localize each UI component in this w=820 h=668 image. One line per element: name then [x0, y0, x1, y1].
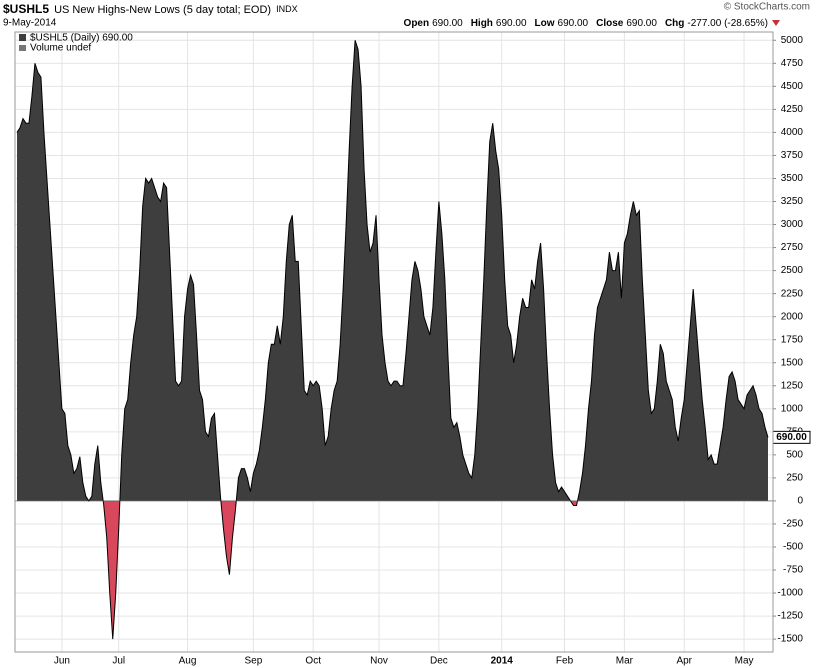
y-tick-label: 2750 [781, 242, 804, 253]
legend-extra: Volume undef [30, 43, 91, 54]
quote-line: Open 690.00 High 690.00 Low 690.00 Close 690.00… [404, 18, 768, 29]
quote-value: 690.00 [432, 18, 463, 29]
last-value-label: 690.00 [776, 432, 807, 443]
x-tick-label: Jun [54, 656, 70, 667]
area-positive [17, 40, 768, 501]
y-tick-label: 2500 [781, 265, 804, 276]
x-tick-label: Apr [676, 656, 692, 667]
quote-value: 690.00 [558, 18, 589, 29]
y-tick-label: 5000 [781, 35, 804, 46]
x-tick-label: Sep [244, 656, 262, 667]
y-tick-label: 3000 [781, 219, 804, 230]
description: US New Highs-New Lows (5 day total; EOD) [54, 4, 271, 16]
quote-label: Chg [665, 18, 684, 29]
down-arrow [772, 20, 780, 26]
plot-background [15, 32, 773, 652]
y-tick-label: 1500 [781, 357, 804, 368]
x-tick-label: May [735, 656, 754, 667]
credit: © StockCharts.com [724, 2, 810, 13]
y-tick-label: 4500 [781, 81, 804, 92]
quote-label: Open [404, 18, 430, 29]
quote-value: -277.00 (-28.65%) [687, 18, 768, 29]
x-tick-label: Nov [370, 656, 388, 667]
y-tick-label: -1250 [777, 611, 803, 622]
quote-value: 690.00 [626, 18, 657, 29]
quote-label: Low [535, 18, 555, 29]
y-tick-label: -1500 [777, 634, 803, 645]
y-tick-label: 500 [786, 449, 803, 460]
y-tick-label: 4250 [781, 104, 804, 115]
y-tick-label: -1000 [777, 588, 803, 599]
quote-label: Close [596, 18, 624, 29]
x-tick-label: Feb [556, 656, 574, 667]
y-tick-label: 3750 [781, 150, 804, 161]
y-tick-label: 1000 [781, 403, 804, 414]
y-tick-label: -250 [783, 519, 803, 530]
y-tick-label: 1750 [781, 334, 804, 345]
y-tick-label: 2250 [781, 288, 804, 299]
x-tick-label: Mar [616, 656, 634, 667]
x-tick-label: Dec [430, 656, 448, 667]
plot-area [15, 32, 773, 652]
x-tick-label: Aug [179, 656, 197, 667]
symbol: $USHL5 [3, 2, 49, 16]
chart-header: $USHL5 US New Highs-New Lows (5 day tota… [3, 2, 298, 16]
area-outline [16, 40, 769, 640]
x-tick-label: Jul [112, 656, 125, 667]
y-tick-label: 250 [786, 473, 803, 484]
legend-icon-volume [19, 45, 26, 51]
exchange: INDX [276, 4, 298, 14]
y-tick-label: 3500 [781, 173, 804, 184]
quote-label: High [471, 18, 493, 29]
x-tick-label: Oct [305, 656, 321, 667]
y-tick-label: 4750 [781, 58, 804, 69]
y-tick-label: -500 [783, 542, 803, 553]
x-tick-label: 2014 [491, 656, 514, 667]
plot-frame [14, 31, 774, 653]
legend-entry: $USHL5 (Daily) 690.00 [30, 33, 133, 44]
y-tick-label: 1250 [781, 380, 804, 391]
legend-swatch [19, 34, 26, 41]
y-tick-label: 0 [797, 496, 803, 507]
y-tick-label: 2000 [781, 311, 804, 322]
y-tick-label: 3250 [781, 196, 804, 207]
y-tick-label: -750 [783, 565, 803, 576]
quote-value: 690.00 [496, 18, 527, 29]
date: 9-May-2014 [3, 18, 57, 29]
y-tick-label: 4000 [781, 127, 804, 138]
